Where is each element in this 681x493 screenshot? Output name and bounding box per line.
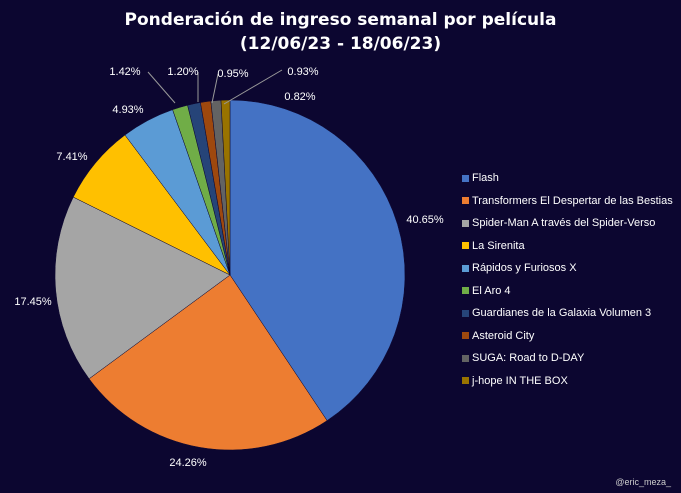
data-label: 1.20% <box>167 66 198 78</box>
leader-line <box>223 69 283 105</box>
chart-title: Ponderación de ingreso semanal por pelíc… <box>0 8 681 56</box>
watermark: @eric_meza_ <box>615 477 671 487</box>
legend-swatch <box>462 354 469 362</box>
legend-swatch <box>462 264 469 272</box>
legend-item: Transformers El Despertar de las Bestias <box>462 190 673 213</box>
data-label: 0.93% <box>287 66 318 78</box>
legend-item: El Aro 4 <box>462 280 673 303</box>
legend-swatch <box>462 174 469 182</box>
legend-item: SUGA: Road to D-DAY <box>462 347 673 370</box>
data-label: 24.26% <box>169 457 207 469</box>
legend-swatch <box>462 242 469 250</box>
pie-slice <box>88 274 328 451</box>
legend-label: Rápidos y Furiosos X <box>472 262 577 275</box>
data-label: 17.45% <box>14 296 52 308</box>
legend-label: Flash <box>472 172 499 185</box>
legend-item: Rápidos y Furiosos X <box>462 257 673 280</box>
legend-item: La Sirenita <box>462 235 673 258</box>
legend-swatch <box>462 332 469 340</box>
legend-label: Asteroid City <box>472 329 535 342</box>
legend-item: j-hope IN THE BOX <box>462 370 673 393</box>
legend-label: Spider-Man A través del Spider-Verso <box>472 217 656 230</box>
legend-swatch <box>462 197 469 205</box>
legend-label: SUGA: Road to D-DAY <box>472 352 585 365</box>
legend-item: Guardianes de la Galaxia Volumen 3 <box>462 302 673 325</box>
legend-swatch <box>462 287 469 295</box>
legend-label: La Sirenita <box>472 239 525 252</box>
data-label: 0.82% <box>284 91 315 103</box>
legend-label: Transformers El Despertar de las Bestias <box>472 194 673 207</box>
leader-line <box>147 71 176 104</box>
pie-slice <box>54 196 231 380</box>
leader-line <box>211 73 219 104</box>
legend-swatch <box>462 309 469 317</box>
legend: Flash Transformers El Despertar de las Be… <box>462 167 673 392</box>
data-label: 1.42% <box>109 66 140 78</box>
data-label: 0.95% <box>217 68 248 80</box>
data-label: 40.65% <box>406 214 444 226</box>
title-line-2: (12/06/23 - 18/06/23) <box>239 34 442 54</box>
legend-item: Spider-Man A través del Spider-Verso <box>462 212 673 235</box>
title-line-1: Ponderación de ingreso semanal por pelíc… <box>124 10 557 30</box>
legend-label: El Aro 4 <box>472 284 511 297</box>
legend-item: Asteroid City <box>462 325 673 348</box>
legend-item: Flash <box>462 167 673 190</box>
legend-label: Guardianes de la Galaxia Volumen 3 <box>472 307 652 320</box>
data-label: 7.41% <box>56 151 87 163</box>
data-label: 4.93% <box>112 104 143 116</box>
legend-swatch <box>462 377 469 385</box>
legend-label: j-hope IN THE BOX <box>472 374 568 387</box>
legend-swatch <box>462 219 469 227</box>
